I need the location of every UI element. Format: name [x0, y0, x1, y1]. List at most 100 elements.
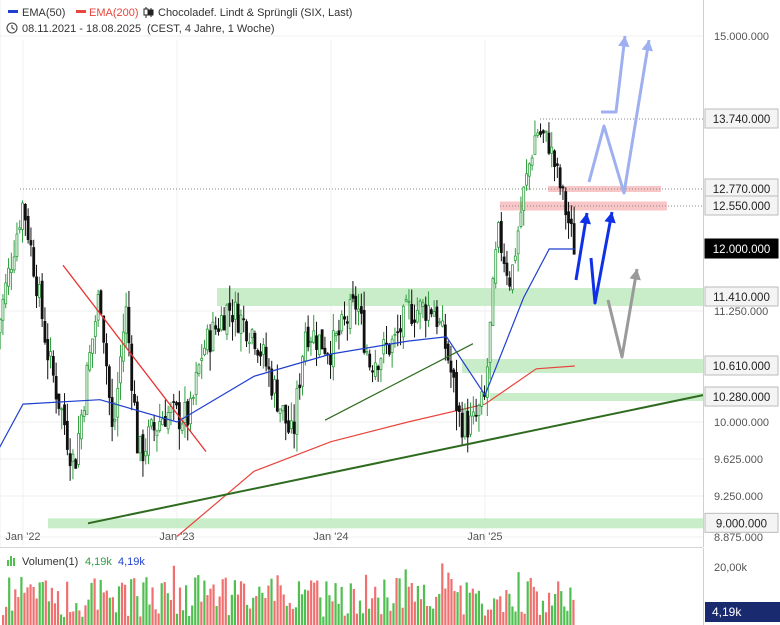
candle-body	[572, 223, 576, 255]
candle-body	[158, 421, 162, 431]
candle-body	[427, 305, 430, 321]
volume-bar	[8, 577, 11, 625]
ema50-line	[0, 248, 575, 448]
candle-body	[547, 132, 551, 154]
volume-bar	[181, 610, 185, 625]
volume-bar	[93, 578, 96, 625]
ema200-legend-swatch[interactable]	[76, 10, 86, 13]
candle-body	[23, 203, 27, 221]
candle-body	[71, 453, 75, 462]
volume-bar	[328, 595, 331, 625]
candle-body	[452, 369, 456, 378]
volume-value-blue: 4,19k	[118, 556, 145, 568]
candle-body	[51, 356, 55, 376]
volume-bar	[377, 597, 380, 625]
candle-body	[208, 330, 212, 353]
candle-body	[261, 344, 265, 355]
candle-body	[175, 402, 178, 406]
volume-bar	[105, 590, 108, 625]
volume-bar	[242, 583, 246, 625]
volume-bar	[313, 582, 316, 625]
candle-body	[312, 330, 316, 343]
projection-arrow-light-2-head	[641, 40, 653, 52]
candle-body	[191, 396, 195, 399]
support-zone-lower	[490, 393, 703, 401]
price-zones	[48, 186, 703, 529]
candle-body	[1, 298, 5, 321]
candle-body	[93, 321, 97, 337]
support-zone-base	[48, 518, 703, 529]
candle-body	[189, 397, 192, 425]
volume-bar	[84, 605, 87, 625]
volume-bar	[398, 578, 401, 625]
candle-body	[236, 303, 240, 333]
candle-body	[155, 430, 159, 437]
volume-bar	[69, 612, 72, 625]
candle-body	[480, 391, 484, 407]
candle-body	[306, 326, 310, 348]
chart-header: EMA(50) EMA(200) Chocoladef. Lindt & Spr…	[6, 7, 352, 35]
volume-bar	[169, 599, 172, 625]
candle-body	[298, 384, 302, 389]
volume-bar	[136, 596, 139, 625]
volume-bar	[563, 606, 566, 625]
volume-bar	[145, 577, 148, 625]
volume-bar	[343, 615, 346, 625]
volume-bar	[264, 598, 267, 625]
candle-body	[77, 433, 80, 465]
candle-body	[141, 434, 145, 462]
time-tick-label: Jan '25	[467, 531, 502, 543]
candle-body	[317, 334, 321, 356]
projection-arrow-blue-1-head	[579, 213, 591, 225]
candle-body	[119, 356, 122, 384]
candle-body	[359, 306, 363, 314]
candle-body	[343, 316, 346, 320]
volume-bar	[532, 586, 535, 625]
volume-bar	[294, 607, 297, 625]
candle-body	[449, 360, 453, 373]
volume-bar	[511, 606, 514, 625]
candle-body	[541, 130, 545, 134]
support-zone-middle	[462, 359, 703, 373]
candle-body	[102, 315, 106, 343]
time-tick-label: Jan '23	[159, 531, 194, 543]
candle-body	[203, 347, 206, 355]
candle-body	[63, 404, 66, 426]
candle-body	[301, 356, 304, 387]
volume-bar	[14, 589, 17, 625]
volume-bar	[468, 592, 471, 625]
candle-body	[393, 333, 397, 336]
volume-value-green: 4,19k	[85, 556, 112, 568]
volume-bar	[483, 615, 487, 625]
candle-body	[183, 402, 187, 423]
candle-body	[88, 352, 92, 371]
ema200-legend-label[interactable]: EMA(200)	[89, 7, 139, 19]
volume-bar	[72, 611, 75, 625]
volume-bar	[38, 582, 41, 625]
candle-body	[485, 366, 489, 398]
volume-bar	[438, 593, 441, 625]
ema50-legend-label[interactable]: EMA(50)	[22, 7, 65, 19]
ema50-path	[0, 248, 575, 448]
volume-bar	[425, 605, 429, 625]
candle-body	[233, 301, 237, 320]
time-tick-label: Jan '24	[313, 531, 348, 543]
volume-bar	[410, 583, 413, 625]
ema50-legend-swatch[interactable]	[8, 10, 18, 13]
volume-bar	[554, 593, 557, 625]
volume-bar	[5, 606, 8, 625]
candle-body	[228, 302, 232, 311]
volume-bar	[81, 616, 84, 625]
volume-bar	[288, 602, 291, 625]
candle-body	[247, 341, 251, 344]
volume-bar	[538, 614, 541, 625]
price-axis: 15.000.000 11.250.000 10.000.000 9.625.000 9…	[703, 0, 769, 547]
volume-bar	[239, 581, 243, 625]
level-badge-text: 12.000.000	[713, 244, 771, 256]
volume-bar	[486, 609, 490, 625]
level-badge-text: 9.000.000	[716, 518, 767, 530]
projection-arrow-light-1	[601, 35, 627, 114]
volume-bar	[133, 578, 136, 625]
volume-bar	[471, 588, 474, 625]
candle-body	[32, 247, 36, 277]
